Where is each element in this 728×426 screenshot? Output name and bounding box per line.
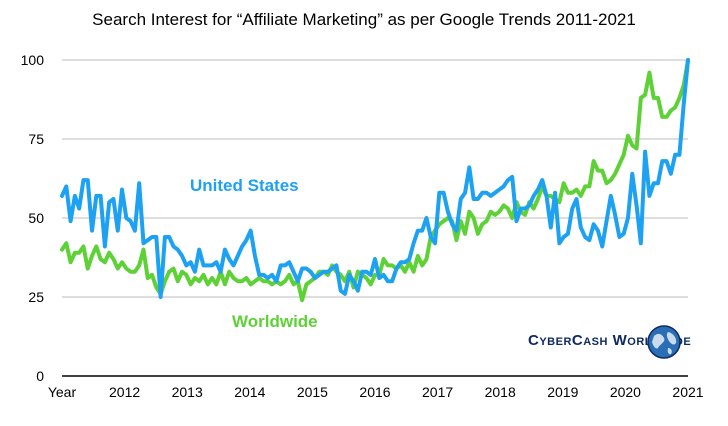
x-tick-label: 2019 xyxy=(547,384,578,400)
x-tick-label: 2017 xyxy=(422,384,453,400)
x-tick-label: 2015 xyxy=(297,384,328,400)
series-line-united-states xyxy=(60,58,690,299)
chart-title: Search Interest for “Affiliate Marketing… xyxy=(92,10,636,29)
x-tick-label: 2021 xyxy=(672,384,703,400)
y-tick-label: 50 xyxy=(28,210,44,226)
x-tick-label: 2020 xyxy=(610,384,641,400)
y-tick-label: 75 xyxy=(28,131,44,147)
x-tick-label: 2012 xyxy=(109,384,140,400)
brand-logo: CyberCash Worldwide xyxy=(528,324,692,360)
globe-icon xyxy=(647,325,681,359)
y-tick-label: 25 xyxy=(28,289,44,305)
y-tick-label: 100 xyxy=(21,52,45,68)
series-line-worldwide xyxy=(60,58,690,303)
series-label-worldwide: Worldwide xyxy=(232,312,318,331)
y-tick-label: 0 xyxy=(36,368,44,384)
series-label-united-states: United States xyxy=(190,176,299,195)
x-tick-label: Year xyxy=(48,384,77,400)
x-tick-label: 2013 xyxy=(172,384,203,400)
x-tick-label: 2016 xyxy=(359,384,390,400)
x-tick-label: 2014 xyxy=(234,384,265,400)
x-tick-label: 2018 xyxy=(485,384,516,400)
